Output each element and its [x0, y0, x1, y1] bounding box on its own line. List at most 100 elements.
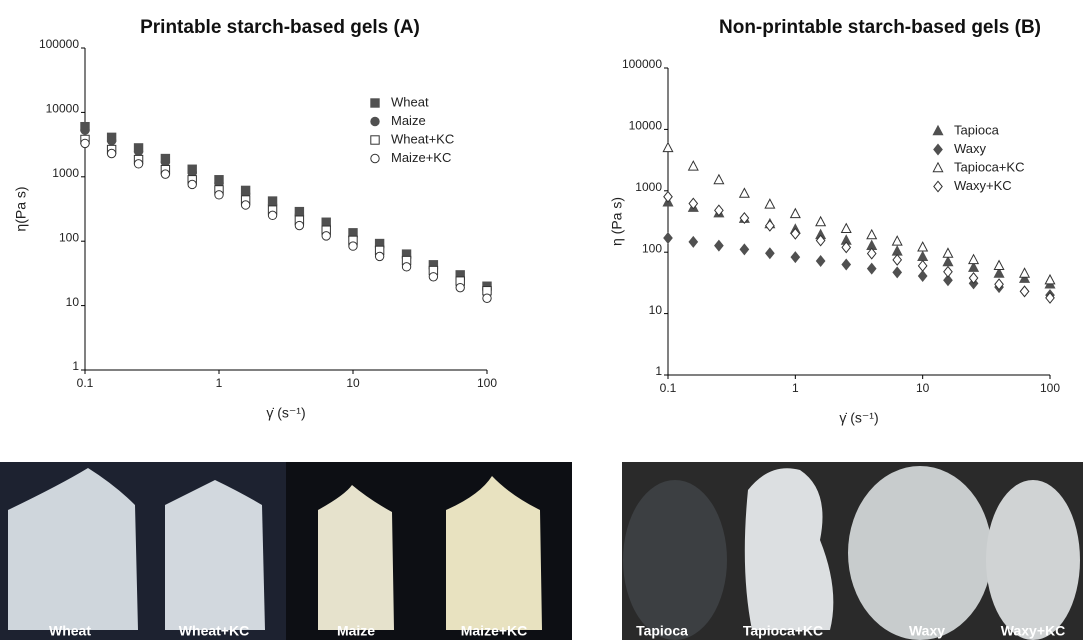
marker — [349, 242, 357, 250]
marker — [689, 237, 697, 247]
photo-panel-b: Tapioca Tapioca+KC Waxy Waxy+KC — [622, 462, 1083, 640]
y-tick-label: 100000 — [622, 57, 662, 71]
chart-title: Non-printable starch-based gels (B) — [719, 17, 1041, 38]
marker — [241, 201, 249, 209]
marker — [943, 257, 952, 266]
y-tick-label: 10 — [649, 303, 663, 317]
y-tick-label: 1000 — [635, 180, 662, 194]
gel — [318, 485, 394, 630]
marker — [918, 242, 927, 251]
chart: Printable starch-based gels (A)110100100… — [13, 17, 498, 421]
marker — [918, 261, 926, 271]
x-tick-label: 1 — [792, 381, 799, 395]
figure: Wheat Wheat+KC Maize Maize+KC Tapioca Ta… — [0, 0, 1083, 640]
photo-label: Wheat+KC — [179, 623, 249, 639]
chart: Non-printable starch-based gels (B)11010… — [609, 17, 1061, 426]
x-axis-label: γ̇ (s⁻¹) — [839, 410, 878, 426]
legend-marker — [933, 163, 942, 172]
legend-marker — [933, 126, 942, 135]
marker — [81, 139, 89, 147]
marker — [969, 255, 978, 264]
marker — [134, 147, 142, 155]
marker — [867, 230, 876, 239]
legend-label: Waxy — [954, 141, 987, 156]
marker — [134, 160, 142, 168]
marker — [766, 248, 774, 258]
photo-label: Maize — [337, 623, 375, 639]
legend-marker — [934, 144, 942, 154]
y-tick-label: 100 — [59, 230, 79, 244]
x-tick-label: 0.1 — [77, 376, 94, 390]
photo-label: Waxy+KC — [1001, 623, 1065, 639]
marker — [791, 209, 800, 218]
marker — [842, 259, 850, 269]
marker — [664, 233, 672, 243]
marker — [402, 263, 410, 271]
y-tick-label: 10000 — [46, 102, 80, 116]
legend-label: Wheat+KC — [391, 131, 454, 146]
marker — [81, 126, 89, 134]
x-tick-label: 1 — [216, 376, 223, 390]
x-tick-label: 100 — [1040, 381, 1060, 395]
y-tick-label: 10000 — [629, 119, 663, 133]
chart-title: Printable starch-based gels (A) — [140, 17, 420, 38]
x-axis-label: γ̇ (s⁻¹) — [266, 405, 305, 421]
marker — [107, 137, 115, 145]
marker — [740, 188, 749, 197]
marker — [791, 252, 799, 262]
marker — [322, 232, 330, 240]
photo-label: Tapioca+KC — [743, 623, 823, 639]
legend-marker — [934, 181, 942, 191]
legend-label: Tapioca+KC — [954, 159, 1024, 174]
marker — [483, 294, 491, 302]
marker — [1020, 268, 1029, 277]
gel — [986, 480, 1080, 640]
marker — [714, 175, 723, 184]
legend-label: Maize+KC — [391, 150, 451, 165]
marker — [215, 191, 223, 199]
marker — [943, 248, 952, 257]
x-tick-label: 0.1 — [660, 381, 677, 395]
marker — [893, 255, 901, 265]
x-tick-label: 100 — [477, 376, 497, 390]
photo-label: Wheat — [49, 623, 91, 639]
marker — [664, 192, 672, 202]
marker — [766, 221, 774, 231]
x-tick-label: 10 — [346, 376, 360, 390]
y-tick-label: 100000 — [39, 37, 79, 51]
y-tick-label: 1 — [72, 359, 79, 373]
marker — [161, 170, 169, 178]
marker — [918, 271, 926, 281]
marker — [740, 244, 748, 254]
x-tick-label: 10 — [916, 381, 930, 395]
y-tick-label: 100 — [642, 241, 662, 255]
legend-label: Waxy+KC — [954, 178, 1012, 193]
photo-panel-a: Wheat Wheat+KC Maize Maize+KC — [0, 462, 572, 640]
y-tick-label: 10 — [66, 295, 80, 309]
marker — [918, 252, 927, 261]
marker — [893, 246, 902, 255]
marker — [375, 252, 383, 260]
legend-label: Tapioca — [954, 122, 1000, 137]
marker — [107, 149, 115, 157]
legend-marker — [371, 99, 379, 107]
gel — [848, 466, 992, 640]
marker — [429, 273, 437, 281]
marker — [663, 143, 672, 152]
legend-marker — [371, 136, 379, 144]
marker — [893, 236, 902, 245]
gel — [623, 480, 727, 640]
marker — [842, 224, 851, 233]
marker — [715, 240, 723, 250]
marker — [689, 161, 698, 170]
marker — [816, 217, 825, 226]
marker — [944, 267, 952, 277]
legend-marker — [371, 154, 379, 162]
marker — [994, 261, 1003, 270]
marker — [893, 267, 901, 277]
marker — [1020, 286, 1028, 296]
photo-label: Maize+KC — [461, 623, 528, 639]
y-tick-label: 1 — [655, 364, 662, 378]
marker — [1045, 275, 1054, 284]
marker — [765, 199, 774, 208]
